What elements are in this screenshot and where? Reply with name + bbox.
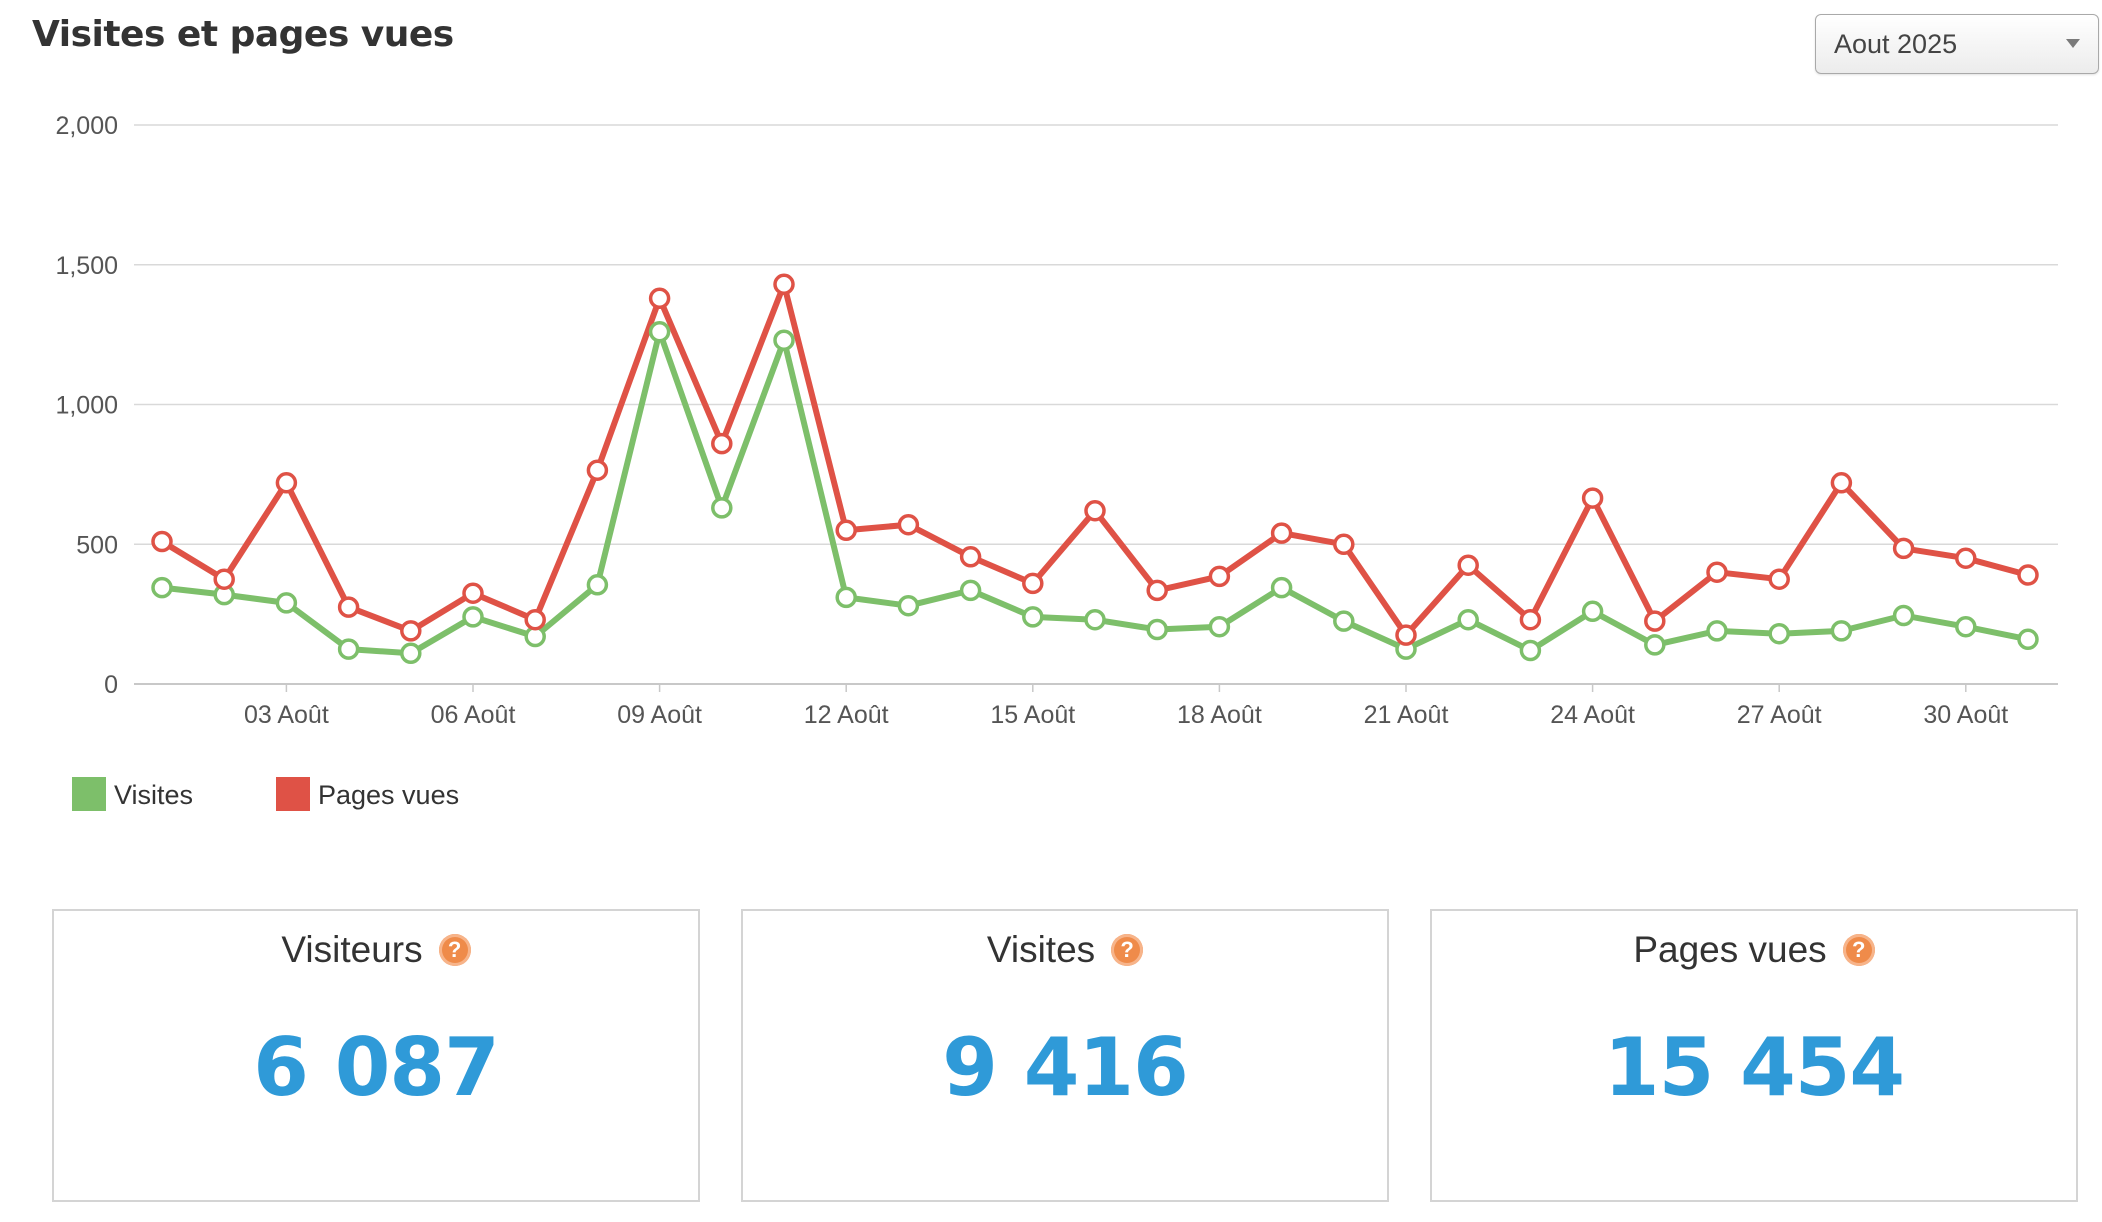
- y-tick-label: 1,000: [55, 392, 118, 420]
- data-point-visites[interactable]: [1830, 620, 1853, 642]
- data-point-pages-vues[interactable]: [1022, 572, 1044, 595]
- y-tick-label: 1,500: [55, 252, 118, 280]
- data-point-visites[interactable]: [400, 642, 422, 665]
- x-tick-label: 18 Août: [1177, 701, 1262, 729]
- data-point-pages-vues[interactable]: [1892, 537, 1915, 560]
- data-point-visites[interactable]: [1706, 620, 1728, 642]
- page-title: Visites et pages vues: [32, 14, 454, 55]
- month-select-value: Aout 2025: [1834, 29, 1958, 59]
- help-icon[interactable]: ?: [1111, 934, 1144, 966]
- y-tick-label: 2,000: [55, 112, 118, 140]
- legend-label-visites: Visites: [114, 780, 194, 810]
- stat-card-visiteurs: Visiteurs? 6 087: [52, 909, 700, 1202]
- stat-label: Visiteurs: [281, 929, 423, 970]
- x-tick-label: 24 Août: [1550, 701, 1635, 729]
- stat-value: 6 087: [253, 1021, 500, 1114]
- stat-value: 9 416: [942, 1021, 1189, 1114]
- data-point-visites[interactable]: [586, 574, 609, 596]
- data-point-visites[interactable]: [773, 329, 795, 351]
- data-point-visites[interactable]: [1022, 606, 1044, 628]
- stat-label: Visites: [986, 929, 1096, 970]
- data-point-visites[interactable]: [1146, 618, 1168, 641]
- data-point-visites[interactable]: [1581, 600, 1604, 623]
- x-tick-label: 15 Août: [990, 701, 1075, 729]
- data-point-pages-vues[interactable]: [648, 287, 671, 310]
- data-point-visites[interactable]: [1892, 604, 1915, 627]
- legend-label-pages-vues: Pages vues: [318, 780, 460, 810]
- stat-label: Pages vues: [1633, 929, 1827, 970]
- data-point-visites[interactable]: [897, 594, 920, 617]
- data-point-pages-vues[interactable]: [400, 620, 422, 642]
- data-point-pages-vues[interactable]: [1395, 624, 1417, 646]
- data-point-pages-vues[interactable]: [1581, 487, 1604, 509]
- legend-swatch-pages-vues: [276, 777, 310, 811]
- data-point-pages-vues[interactable]: [1084, 499, 1106, 522]
- data-point-visites[interactable]: [1955, 615, 1977, 638]
- x-tick-label: 09 Août: [617, 701, 702, 729]
- help-icon[interactable]: ?: [1842, 934, 1875, 966]
- y-tick-label: 0: [104, 671, 118, 699]
- data-point-pages-vues[interactable]: [586, 459, 609, 481]
- data-point-visites[interactable]: [959, 579, 982, 602]
- data-point-pages-vues[interactable]: [524, 608, 546, 631]
- data-point-pages-vues[interactable]: [275, 472, 298, 494]
- data-point-pages-vues[interactable]: [2017, 564, 2039, 586]
- data-point-visites[interactable]: [151, 576, 173, 599]
- x-tick-label: 27 Août: [1737, 701, 1822, 729]
- data-point-pages-vues[interactable]: [711, 432, 733, 455]
- data-point-pages-vues[interactable]: [1768, 568, 1790, 590]
- data-point-visites[interactable]: [2017, 628, 2039, 651]
- data-point-visites[interactable]: [1457, 608, 1479, 631]
- data-point-pages-vues[interactable]: [897, 513, 920, 536]
- line-chart: 0 500 1,000 1,500 2,000 03 Août 06 Août 09 Août…: [55, 112, 2058, 729]
- data-point-pages-vues[interactable]: [1333, 533, 1355, 556]
- data-point-pages-vues[interactable]: [1457, 554, 1479, 576]
- data-point-pages-vues[interactable]: [1270, 522, 1293, 544]
- data-point-pages-vues[interactable]: [1146, 579, 1168, 602]
- help-icon[interactable]: ?: [438, 934, 471, 966]
- data-point-pages-vues[interactable]: [773, 273, 795, 296]
- data-point-visites[interactable]: [275, 592, 298, 614]
- data-point-pages-vues[interactable]: [213, 568, 235, 590]
- data-point-pages-vues[interactable]: [1955, 547, 1977, 569]
- data-point-pages-vues[interactable]: [835, 519, 857, 542]
- data-point-pages-vues[interactable]: [1519, 608, 1542, 631]
- data-point-visites[interactable]: [648, 321, 671, 343]
- data-point-visites[interactable]: [1084, 608, 1106, 631]
- month-select[interactable]: Aout 2025: [1815, 14, 2099, 74]
- x-tick-label: 06 Août: [431, 701, 516, 729]
- y-tick-label: 500: [76, 531, 118, 559]
- data-point-pages-vues[interactable]: [1830, 472, 1853, 494]
- data-point-pages-vues[interactable]: [1706, 561, 1728, 583]
- data-point-visites[interactable]: [1644, 634, 1666, 656]
- data-point-visites[interactable]: [835, 586, 857, 609]
- x-tick-label: 30 Août: [1923, 701, 2008, 729]
- data-point-pages-vues[interactable]: [1644, 610, 1666, 632]
- series-line-pages-vues: [159, 281, 2031, 639]
- legend-swatch-visites: [72, 777, 106, 811]
- data-point-visites[interactable]: [337, 638, 360, 660]
- stat-card-pages-vues: Pages vues? 15 454: [1430, 909, 2078, 1202]
- x-tick-label: 12 Août: [804, 701, 889, 729]
- data-point-pages-vues[interactable]: [337, 596, 360, 618]
- data-point-visites[interactable]: [711, 497, 733, 519]
- data-point-visites[interactable]: [1270, 576, 1293, 599]
- x-tick-label: 21 Août: [1364, 701, 1449, 729]
- data-point-visites[interactable]: [1333, 610, 1355, 632]
- data-point-visites[interactable]: [1208, 615, 1231, 638]
- data-point-pages-vues[interactable]: [959, 546, 982, 568]
- data-point-visites[interactable]: [462, 606, 484, 628]
- data-point-pages-vues[interactable]: [462, 582, 484, 604]
- chevron-down-icon[interactable]: [2066, 39, 2080, 48]
- data-point-visites[interactable]: [1768, 622, 1790, 645]
- data-point-pages-vues[interactable]: [151, 530, 173, 553]
- data-point-visites[interactable]: [1519, 639, 1542, 662]
- stat-value: 15 454: [1603, 1021, 1905, 1114]
- data-point-pages-vues[interactable]: [1208, 565, 1231, 588]
- stat-card-visites: Visites? 9 416: [741, 909, 1389, 1202]
- x-tick-label: 03 Août: [244, 701, 329, 729]
- series-line-visites: [159, 328, 2031, 657]
